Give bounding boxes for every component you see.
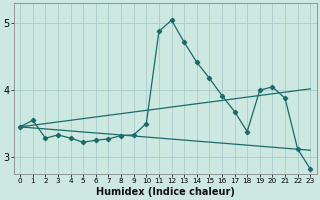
- X-axis label: Humidex (Indice chaleur): Humidex (Indice chaleur): [96, 187, 235, 197]
